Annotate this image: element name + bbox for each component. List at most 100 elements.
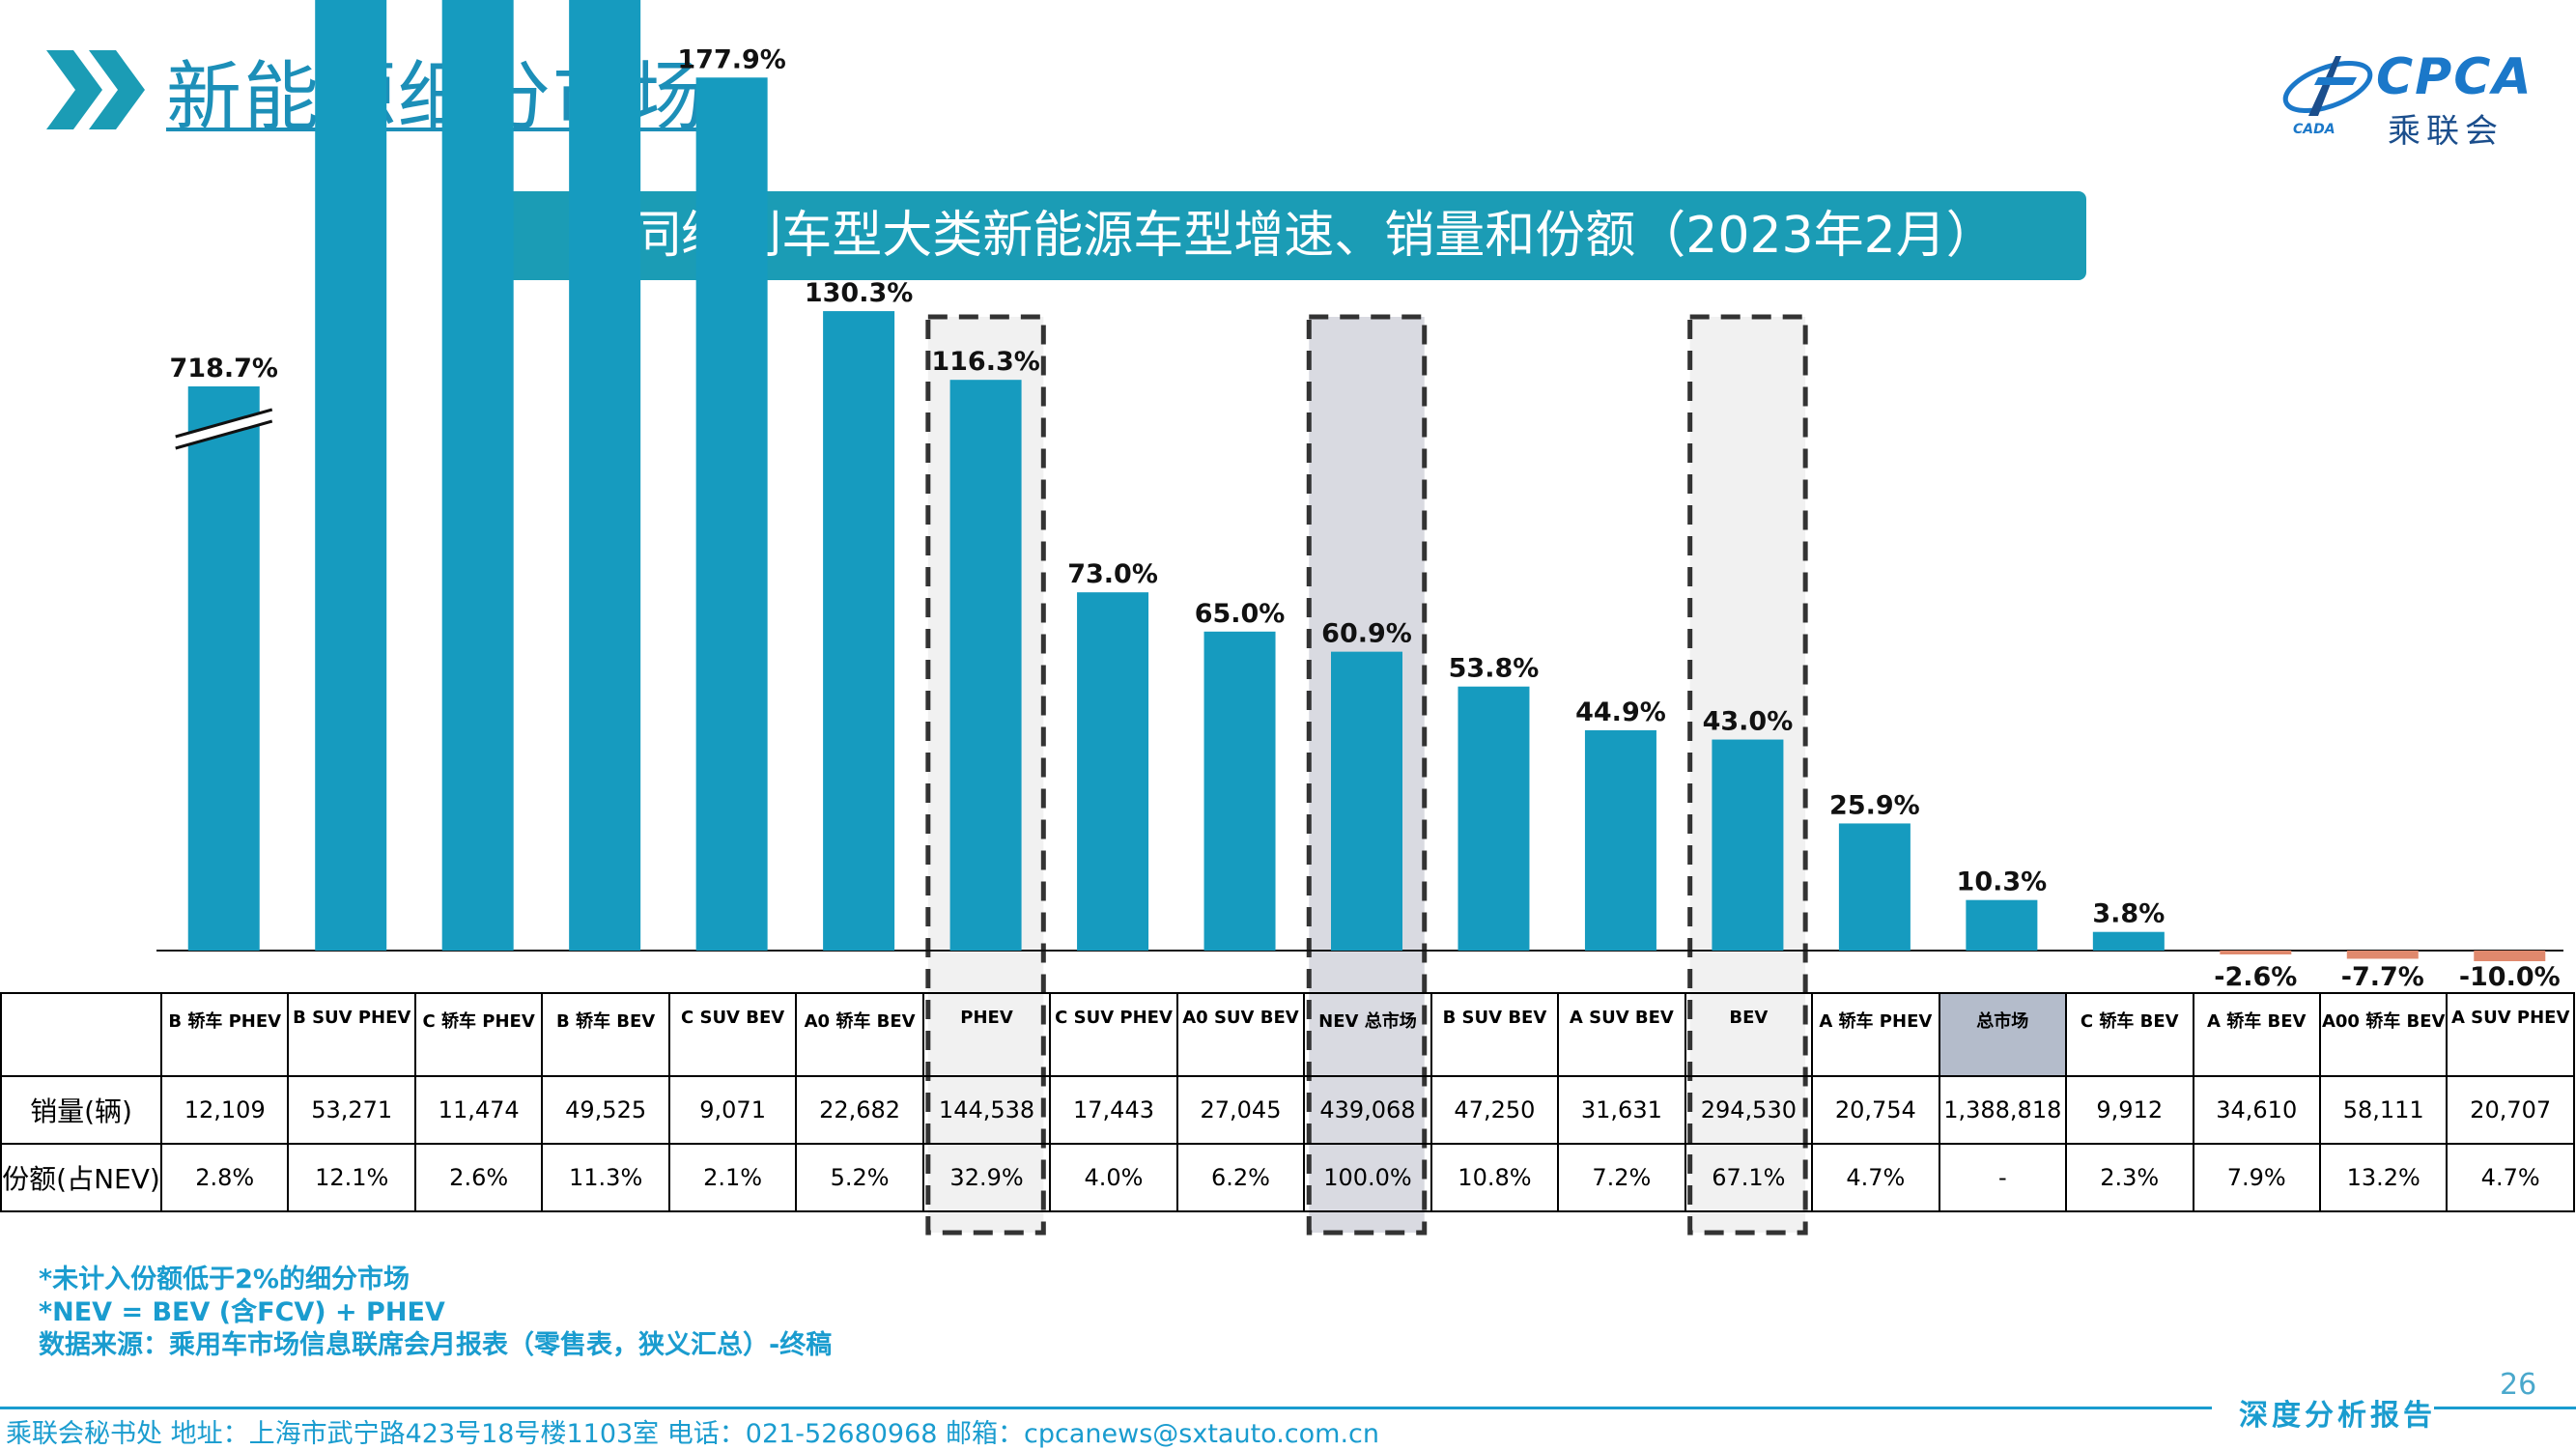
share-cell: 2.8% — [159, 1143, 290, 1212]
footnote-2: *NEV = BEV (含FCV) + PHEV — [39, 1297, 445, 1327]
table-volume-row: 销量(辆) 12,109 53,271 11,474 49,525 9,071 22,682… — [0, 1075, 2575, 1145]
bar — [949, 380, 1022, 951]
volume-cell: 1,388,818 — [1938, 1075, 2068, 1145]
bar — [1203, 631, 1276, 951]
category-header-cell: C SUV BEV — [667, 992, 798, 1077]
bar-value-label: -10.0% — [2459, 962, 2561, 992]
bar — [1966, 899, 2038, 951]
table-corner-cell — [0, 992, 162, 1077]
row-label-volume: 销量(辆) — [0, 1075, 162, 1145]
share-cell: 13.2% — [2318, 1143, 2449, 1212]
volume-cell: 11,474 — [413, 1075, 544, 1145]
bar-value-label: 25.9% — [1829, 790, 1920, 820]
bar — [2220, 951, 2292, 954]
volume-cell: 294,530 — [1684, 1075, 1814, 1145]
bar-value-label: 130.3% — [805, 278, 913, 308]
category-header-cell: A0 轿车 BEV — [795, 992, 924, 1077]
page-number: 26 — [2500, 1368, 2537, 1402]
logo-sub-text: CADA — [2293, 122, 2335, 137]
volume-cell: 22,682 — [795, 1075, 924, 1145]
bar — [2092, 931, 2165, 951]
footnote-1: *未计入份额低于2%的细分市场 — [39, 1265, 410, 1294]
bar — [2474, 951, 2546, 961]
bar — [1712, 739, 1784, 951]
cpca-logo: CPCA 乘联会 CADA — [2279, 48, 2540, 151]
bar — [569, 0, 641, 951]
category-header-cell: A SUV PHEV — [2446, 992, 2575, 1077]
category-header-cell: NEV 总市场 — [1303, 992, 1432, 1077]
category-header-cell: A00 轿车 BEV — [2318, 992, 2449, 1077]
share-cell: - — [1938, 1143, 2068, 1212]
bar — [1331, 651, 1402, 951]
table-share-row: 份额(占NEV) 2.8% 12.1% 2.6% 11.3% 2.1% 5.2% 32.9% 4… — [0, 1143, 2575, 1212]
bar — [1838, 823, 1911, 951]
bar-value-label: 3.8% — [2092, 899, 2165, 929]
footnotes: *未计入份额低于2%的细分市场 *NEV = BEV (含FCV) + PHEV… — [39, 1264, 832, 1362]
share-cell: 10.8% — [1430, 1143, 1560, 1212]
category-header-cell: A 轿车 PHEV — [1811, 992, 1940, 1077]
category-header-cell: C SUV PHEV — [1049, 992, 1178, 1077]
category-header-cell: A 轿车 BEV — [2192, 992, 2321, 1077]
bar-value-label: 73.0% — [1067, 559, 1158, 589]
category-header-cell: 总市场 — [1938, 992, 2068, 1077]
report-label: 深度分析报告 — [2239, 1399, 2436, 1433]
category-header-cell: A0 SUV BEV — [1175, 992, 1306, 1077]
share-cell: 4.7% — [2446, 1143, 2575, 1212]
volume-cell: 20,707 — [2446, 1075, 2575, 1145]
logo-cn-text: 乘联会 — [2388, 112, 2504, 151]
volume-cell: 27,045 — [1175, 1075, 1306, 1145]
axis-break-gap — [175, 410, 272, 448]
bar — [1077, 592, 1149, 951]
volume-cell: 144,538 — [921, 1075, 1052, 1145]
footer-divider-right — [2434, 1407, 2576, 1409]
footer-divider — [0, 1407, 2212, 1409]
volume-cell: 47,250 — [1430, 1075, 1560, 1145]
volume-cell: 20,754 — [1811, 1075, 1940, 1145]
bar — [187, 386, 260, 951]
category-header-cell: B 轿车 PHEV — [159, 992, 290, 1077]
category-header-cell: A SUV BEV — [1557, 992, 1686, 1077]
share-cell: 2.1% — [667, 1143, 798, 1212]
bar — [1458, 686, 1530, 951]
share-cell: 32.9% — [921, 1143, 1052, 1212]
bar-chart: 718.7%369.4%275.0%238.7%177.9%130.3%116.… — [156, 0, 2563, 1236]
share-cell: 6.2% — [1175, 1143, 1306, 1212]
bar-value-label: -2.6% — [2214, 962, 2297, 992]
volume-cell: 58,111 — [2318, 1075, 2449, 1145]
volume-cell: 9,071 — [667, 1075, 798, 1145]
bar — [441, 0, 514, 951]
footnote-source: 数据来源：乘用车市场信息联席会月报表（零售表，狭义汇总）-终稿 — [39, 1330, 833, 1360]
category-header-cell: B SUV BEV — [1430, 992, 1560, 1077]
volume-cell: 53,271 — [287, 1075, 416, 1145]
category-header-cell: C 轿车 PHEV — [413, 992, 544, 1077]
share-cell: 4.7% — [1811, 1143, 1940, 1212]
volume-cell: 439,068 — [1303, 1075, 1432, 1145]
share-cell: 11.3% — [541, 1143, 670, 1212]
bar-value-label: 177.9% — [677, 44, 785, 74]
volume-cell: 49,525 — [541, 1075, 670, 1145]
bar-value-label: -7.7% — [2341, 962, 2424, 992]
bar-value-label: 65.0% — [1195, 599, 1286, 629]
bar — [2346, 951, 2419, 959]
axis-break-line — [175, 408, 273, 439]
bar-value-label: 10.3% — [1957, 867, 2048, 897]
share-cell: 7.9% — [2192, 1143, 2321, 1212]
category-header-cell: PHEV — [921, 992, 1052, 1077]
share-cell: 7.2% — [1557, 1143, 1686, 1212]
logo-text: CPCA — [2376, 48, 2534, 106]
row-label-share: 份额(占NEV) — [0, 1143, 162, 1212]
category-header-cell: BEV — [1684, 992, 1814, 1077]
share-cell: 12.1% — [287, 1143, 416, 1212]
footer-contact: 乘联会秘书处 地址：上海市武宁路423号18号楼1103室 电话：021-526… — [6, 1419, 1380, 1449]
bar-value-label: 43.0% — [1703, 707, 1794, 737]
volume-cell: 9,912 — [2065, 1075, 2194, 1145]
bar — [695, 77, 768, 951]
volume-cell: 31,631 — [1557, 1075, 1686, 1145]
category-header-cell: C 轿车 BEV — [2065, 992, 2194, 1077]
share-cell: 2.3% — [2065, 1143, 2194, 1212]
table-header-row: B 轿车 PHEV B SUV PHEV C 轿车 PHEV B 轿车 BEV C SU… — [0, 992, 2575, 1077]
data-table: B 轿车 PHEV B SUV PHEV C 轿车 PHEV B 轿车 BEV C SU… — [0, 992, 2575, 1212]
bar — [315, 0, 387, 951]
share-cell: 100.0% — [1303, 1143, 1432, 1212]
volume-cell: 34,610 — [2192, 1075, 2321, 1145]
